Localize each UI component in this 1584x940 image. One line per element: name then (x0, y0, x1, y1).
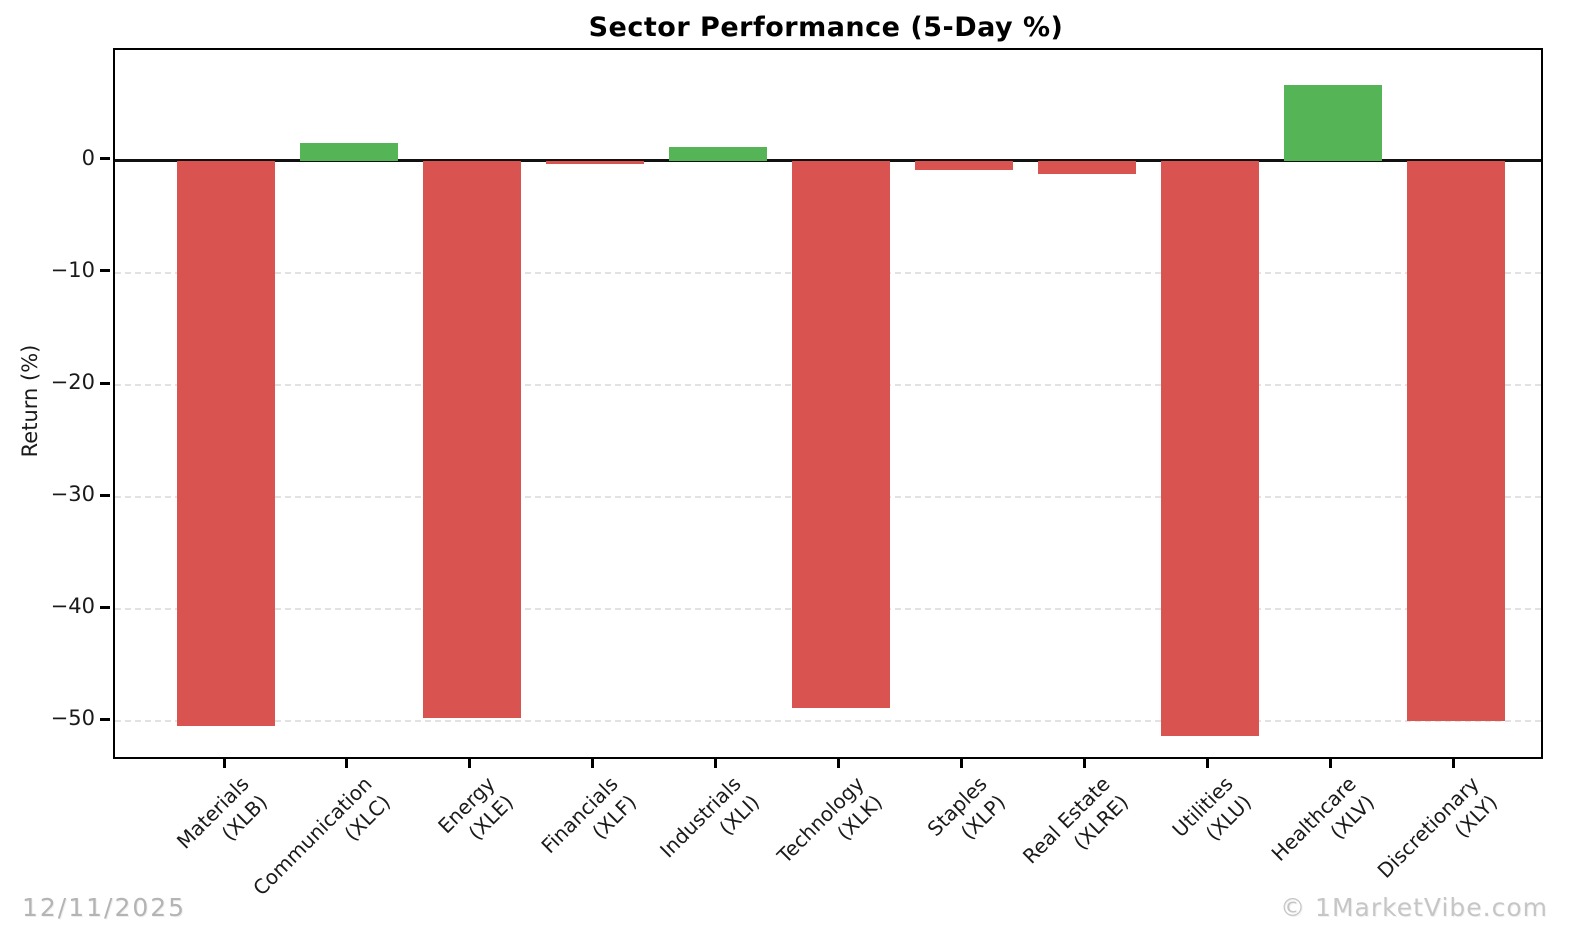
y-tick--20 (100, 381, 110, 385)
bar-xlre (1037, 160, 1136, 175)
chart-date: 12/11/2025 (22, 893, 187, 922)
y-label--40: −40 (50, 594, 95, 619)
x-tick-xlre (1083, 758, 1087, 768)
bar-xlu (1160, 160, 1259, 736)
x-label-xlv: Healthcare (XLV) (1266, 771, 1379, 866)
x-tick-xlv (1329, 758, 1333, 768)
bar-xlf (545, 160, 644, 165)
y-tick--50 (100, 717, 110, 721)
bar-xli (668, 147, 767, 161)
y-tick--40 (100, 605, 110, 609)
x-label-xlk: Technology (XLK) (772, 771, 887, 868)
gridline-y-50 (115, 720, 1541, 723)
y-label--50: −50 (50, 706, 95, 731)
x-label-xly: Discretionary (XLY) (1372, 771, 1502, 883)
y-tick--10 (100, 269, 110, 273)
y-tick-0 (100, 157, 110, 161)
x-tick-xlp (960, 758, 964, 768)
bar-xlp (914, 160, 1013, 170)
bar-xle (422, 160, 521, 718)
x-label-xlp: Staples (XLP) (922, 771, 1010, 845)
x-label-xlc: Communication (XLC) (248, 771, 395, 901)
y-label--10: −10 (50, 257, 95, 282)
x-label-xlf: Financials (XLF) (536, 771, 641, 858)
x-tick-xlf (591, 758, 595, 768)
x-label-xli: Industrials (XLI) (654, 771, 764, 863)
x-label-xlu: Utilities (XLU) (1167, 771, 1256, 846)
watermark-credit: © 1MarketVibe.com (1280, 893, 1548, 922)
plot-area (113, 48, 1543, 759)
y-label-0: 0 (81, 145, 95, 170)
x-tick-xly (1452, 758, 1455, 768)
x-tick-xle (468, 758, 472, 768)
bar-xly (1406, 160, 1505, 722)
y-label--30: −30 (50, 482, 95, 507)
x-label-xlb: Materials (XLB) (171, 771, 273, 854)
bar-xlc (299, 142, 398, 161)
y-axis-label: Return (%) (18, 344, 42, 458)
x-tick-xlb (222, 758, 226, 768)
chart-title: Sector Performance (5-Day %) (588, 12, 1064, 43)
x-tick-xli (714, 758, 718, 768)
y-tick--30 (100, 493, 110, 497)
x-label-xlre: Real Estate (XLRE) (1017, 771, 1133, 869)
x-tick-xlu (1206, 758, 1210, 768)
x-tick-xlk (837, 758, 841, 768)
x-label-xle: Energy (XLE) (433, 771, 518, 845)
bar-xlk (791, 160, 890, 708)
bar-xlb (177, 160, 275, 726)
bar-xlv (1283, 84, 1382, 161)
x-tick-xlc (345, 758, 349, 768)
y-label--20: −20 (50, 370, 95, 394)
